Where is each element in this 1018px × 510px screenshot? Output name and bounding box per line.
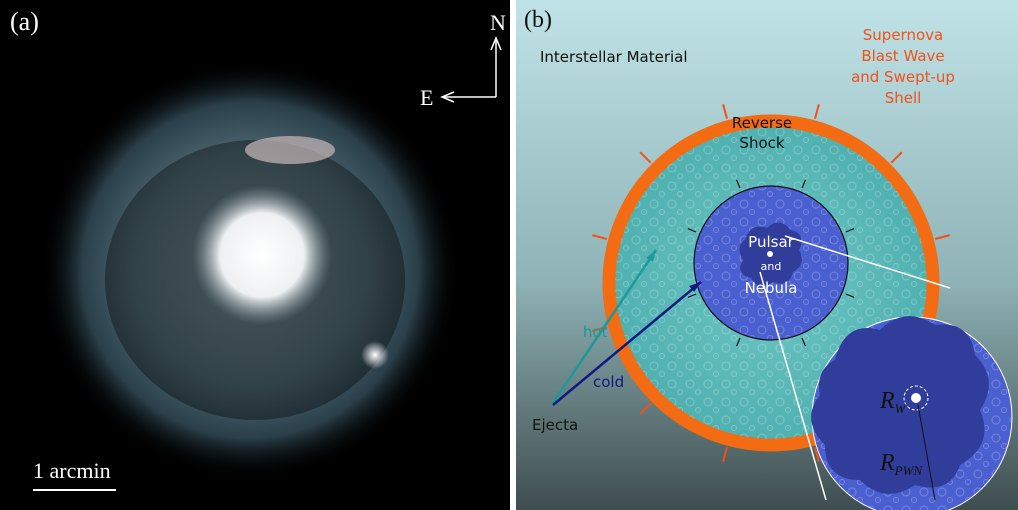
ray: [639, 402, 652, 415]
label-line: Reverse: [732, 114, 792, 132]
zoom-line: [759, 271, 827, 501]
label-line: Pulsar: [748, 233, 794, 251]
label-line: Supernova: [863, 26, 943, 44]
compass-north: N: [490, 10, 506, 35]
reverse-shock-label: Reverse Shock: [732, 114, 792, 152]
label-line: Nebula: [745, 279, 798, 297]
ray: [845, 293, 855, 298]
ray: [736, 337, 741, 347]
cold-arrow: [552, 281, 702, 406]
panel-a: (a) N E 1 arcmin: [0, 0, 510, 510]
ray: [639, 151, 652, 164]
r-w-sub: W: [895, 401, 907, 416]
ray: [801, 337, 806, 347]
r-pwn-sub: PWN: [894, 463, 924, 478]
panel-label: (a): [10, 7, 39, 36]
r-pwn-line: [917, 404, 936, 501]
ray: [687, 293, 697, 298]
label-line: Shell: [885, 89, 922, 107]
cold-arrowhead: [689, 282, 701, 292]
ray: [687, 228, 697, 233]
ray: [736, 179, 741, 189]
interstellar-label: Interstellar Material: [540, 48, 688, 66]
ray: [814, 446, 820, 462]
east-arrowhead: [440, 91, 455, 103]
r-w-label: RW: [879, 388, 907, 416]
star: [361, 341, 389, 369]
zoom-pulsar: [911, 393, 921, 403]
termination-shock: [903, 385, 929, 411]
pulsar-label: Pulsar and Nebula: [745, 233, 798, 297]
label-line: and: [761, 260, 782, 273]
ejecta-label: Ejecta: [532, 416, 578, 434]
blast-wave-label: Supernova Blast Wave and Swept-up Shell: [851, 26, 955, 107]
r-pwn-label: RPWN: [879, 450, 923, 478]
filament: [245, 136, 335, 164]
r-w-main: R: [879, 388, 895, 414]
zoom-line: [784, 235, 951, 289]
ray: [801, 179, 806, 189]
label-line: and Swept-up: [851, 68, 955, 86]
shock-rays: [592, 104, 950, 462]
ray: [845, 228, 855, 233]
ray: [592, 234, 608, 240]
label-line: Shock: [739, 134, 784, 152]
r-pwn-main: R: [879, 450, 895, 476]
hot-arrow: [551, 249, 658, 404]
ray: [934, 234, 950, 240]
pwn-core: [192, 185, 332, 325]
ray: [814, 104, 820, 120]
scale-label: 1 arcmin: [33, 458, 111, 483]
ray: [890, 151, 903, 164]
hot-label: hot: [583, 323, 608, 341]
ray: [722, 446, 728, 462]
hot-arrowhead: [646, 250, 656, 262]
ray: [722, 104, 728, 120]
panel-b: (b) Interstellar Material Supernova Blast…: [516, 0, 1018, 510]
panel-label: (b): [524, 7, 552, 33]
north-arrowhead: [490, 36, 502, 51]
pulsar: [767, 251, 773, 257]
cold-label: cold: [593, 373, 624, 391]
label-line: Blast Wave: [861, 47, 944, 65]
zoom-pwn: [811, 316, 989, 494]
compass-east: E: [420, 85, 433, 110]
